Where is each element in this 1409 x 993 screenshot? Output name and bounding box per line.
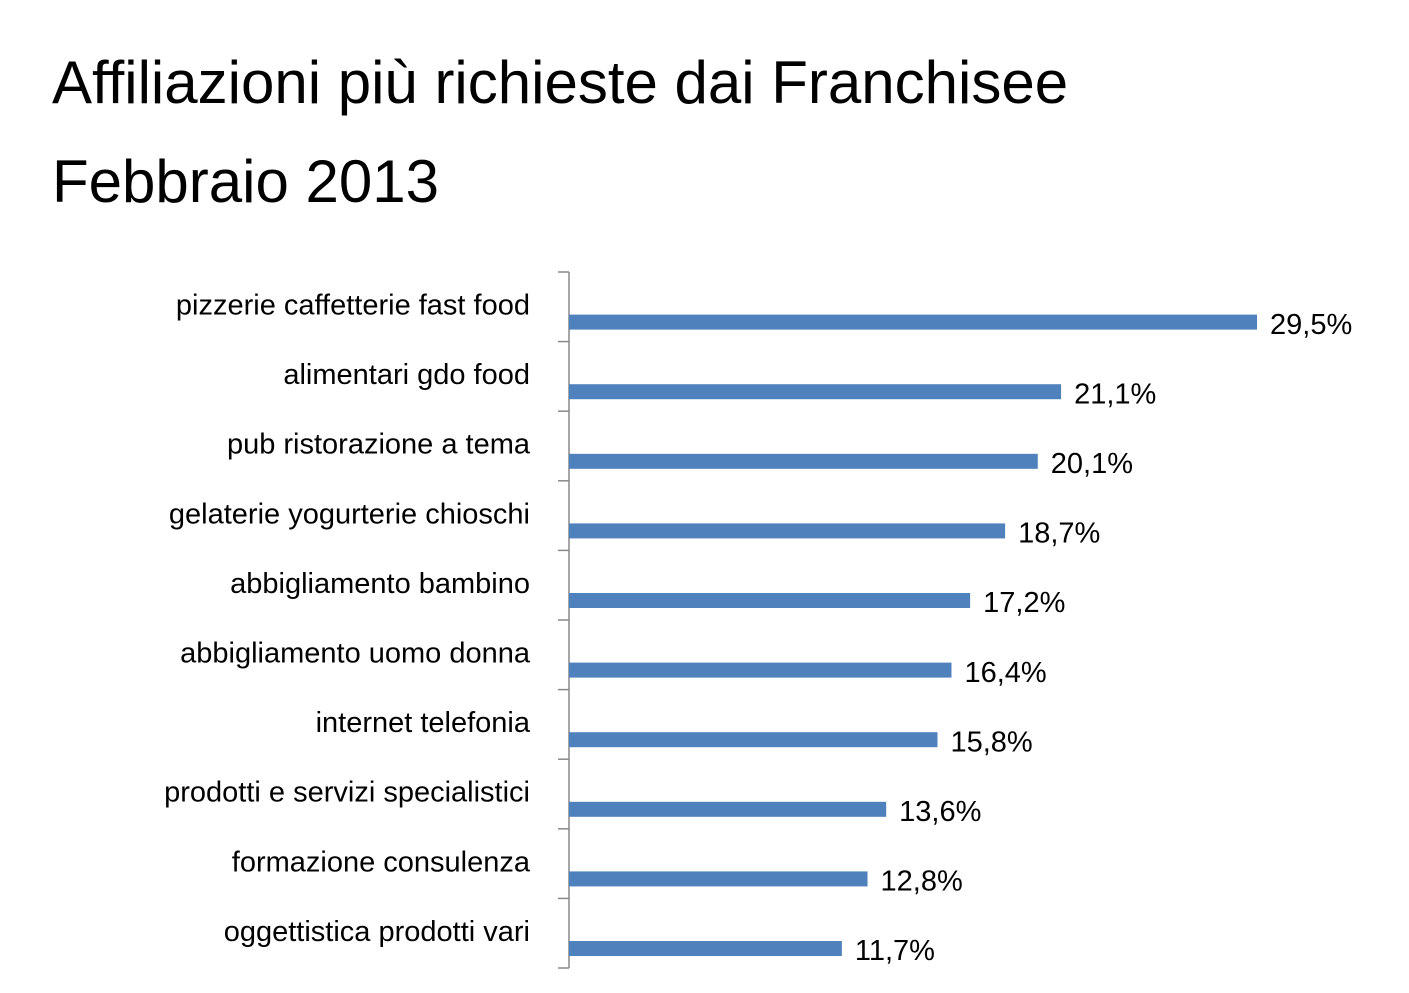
category-label: internet telefonia <box>316 707 531 739</box>
category-label: pub ristorazione a tema <box>227 429 531 461</box>
category-label: oggettistica prodotti vari <box>224 916 530 948</box>
bar <box>569 941 842 957</box>
value-label: 21,1% <box>1074 378 1156 410</box>
value-label: 29,5% <box>1270 309 1352 341</box>
bar <box>569 662 952 678</box>
chart-title: Affiliazioni più richieste dai Franchise… <box>52 49 1068 116</box>
category-label: pizzerie caffetterie fast food <box>176 289 530 321</box>
value-label: 15,8% <box>950 726 1032 758</box>
chart-title: Febbraio 2013 <box>52 148 439 215</box>
bar <box>569 593 971 609</box>
category-label: prodotti e servizi specialistici <box>164 777 530 809</box>
value-label: 20,1% <box>1051 448 1133 480</box>
category-label: gelaterie yogurterie chioschi <box>169 498 530 530</box>
value-label: 17,2% <box>983 587 1065 619</box>
category-label: abbigliamento bambino <box>230 568 530 600</box>
bar <box>569 453 1038 469</box>
value-label: 12,8% <box>881 866 963 898</box>
value-label: 16,4% <box>964 657 1046 689</box>
category-label: abbigliamento uomo donna <box>180 637 531 669</box>
category-label: alimentari gdo food <box>283 359 530 391</box>
bar <box>569 523 1006 539</box>
category-label: formazione consulenza <box>232 846 531 878</box>
bar <box>569 314 1257 330</box>
value-label: 18,7% <box>1018 518 1100 550</box>
value-label: 11,7% <box>855 935 935 967</box>
bar <box>569 871 868 887</box>
bar <box>569 801 887 817</box>
value-label: 13,6% <box>899 796 981 828</box>
bar <box>569 384 1062 400</box>
bar <box>569 732 938 748</box>
